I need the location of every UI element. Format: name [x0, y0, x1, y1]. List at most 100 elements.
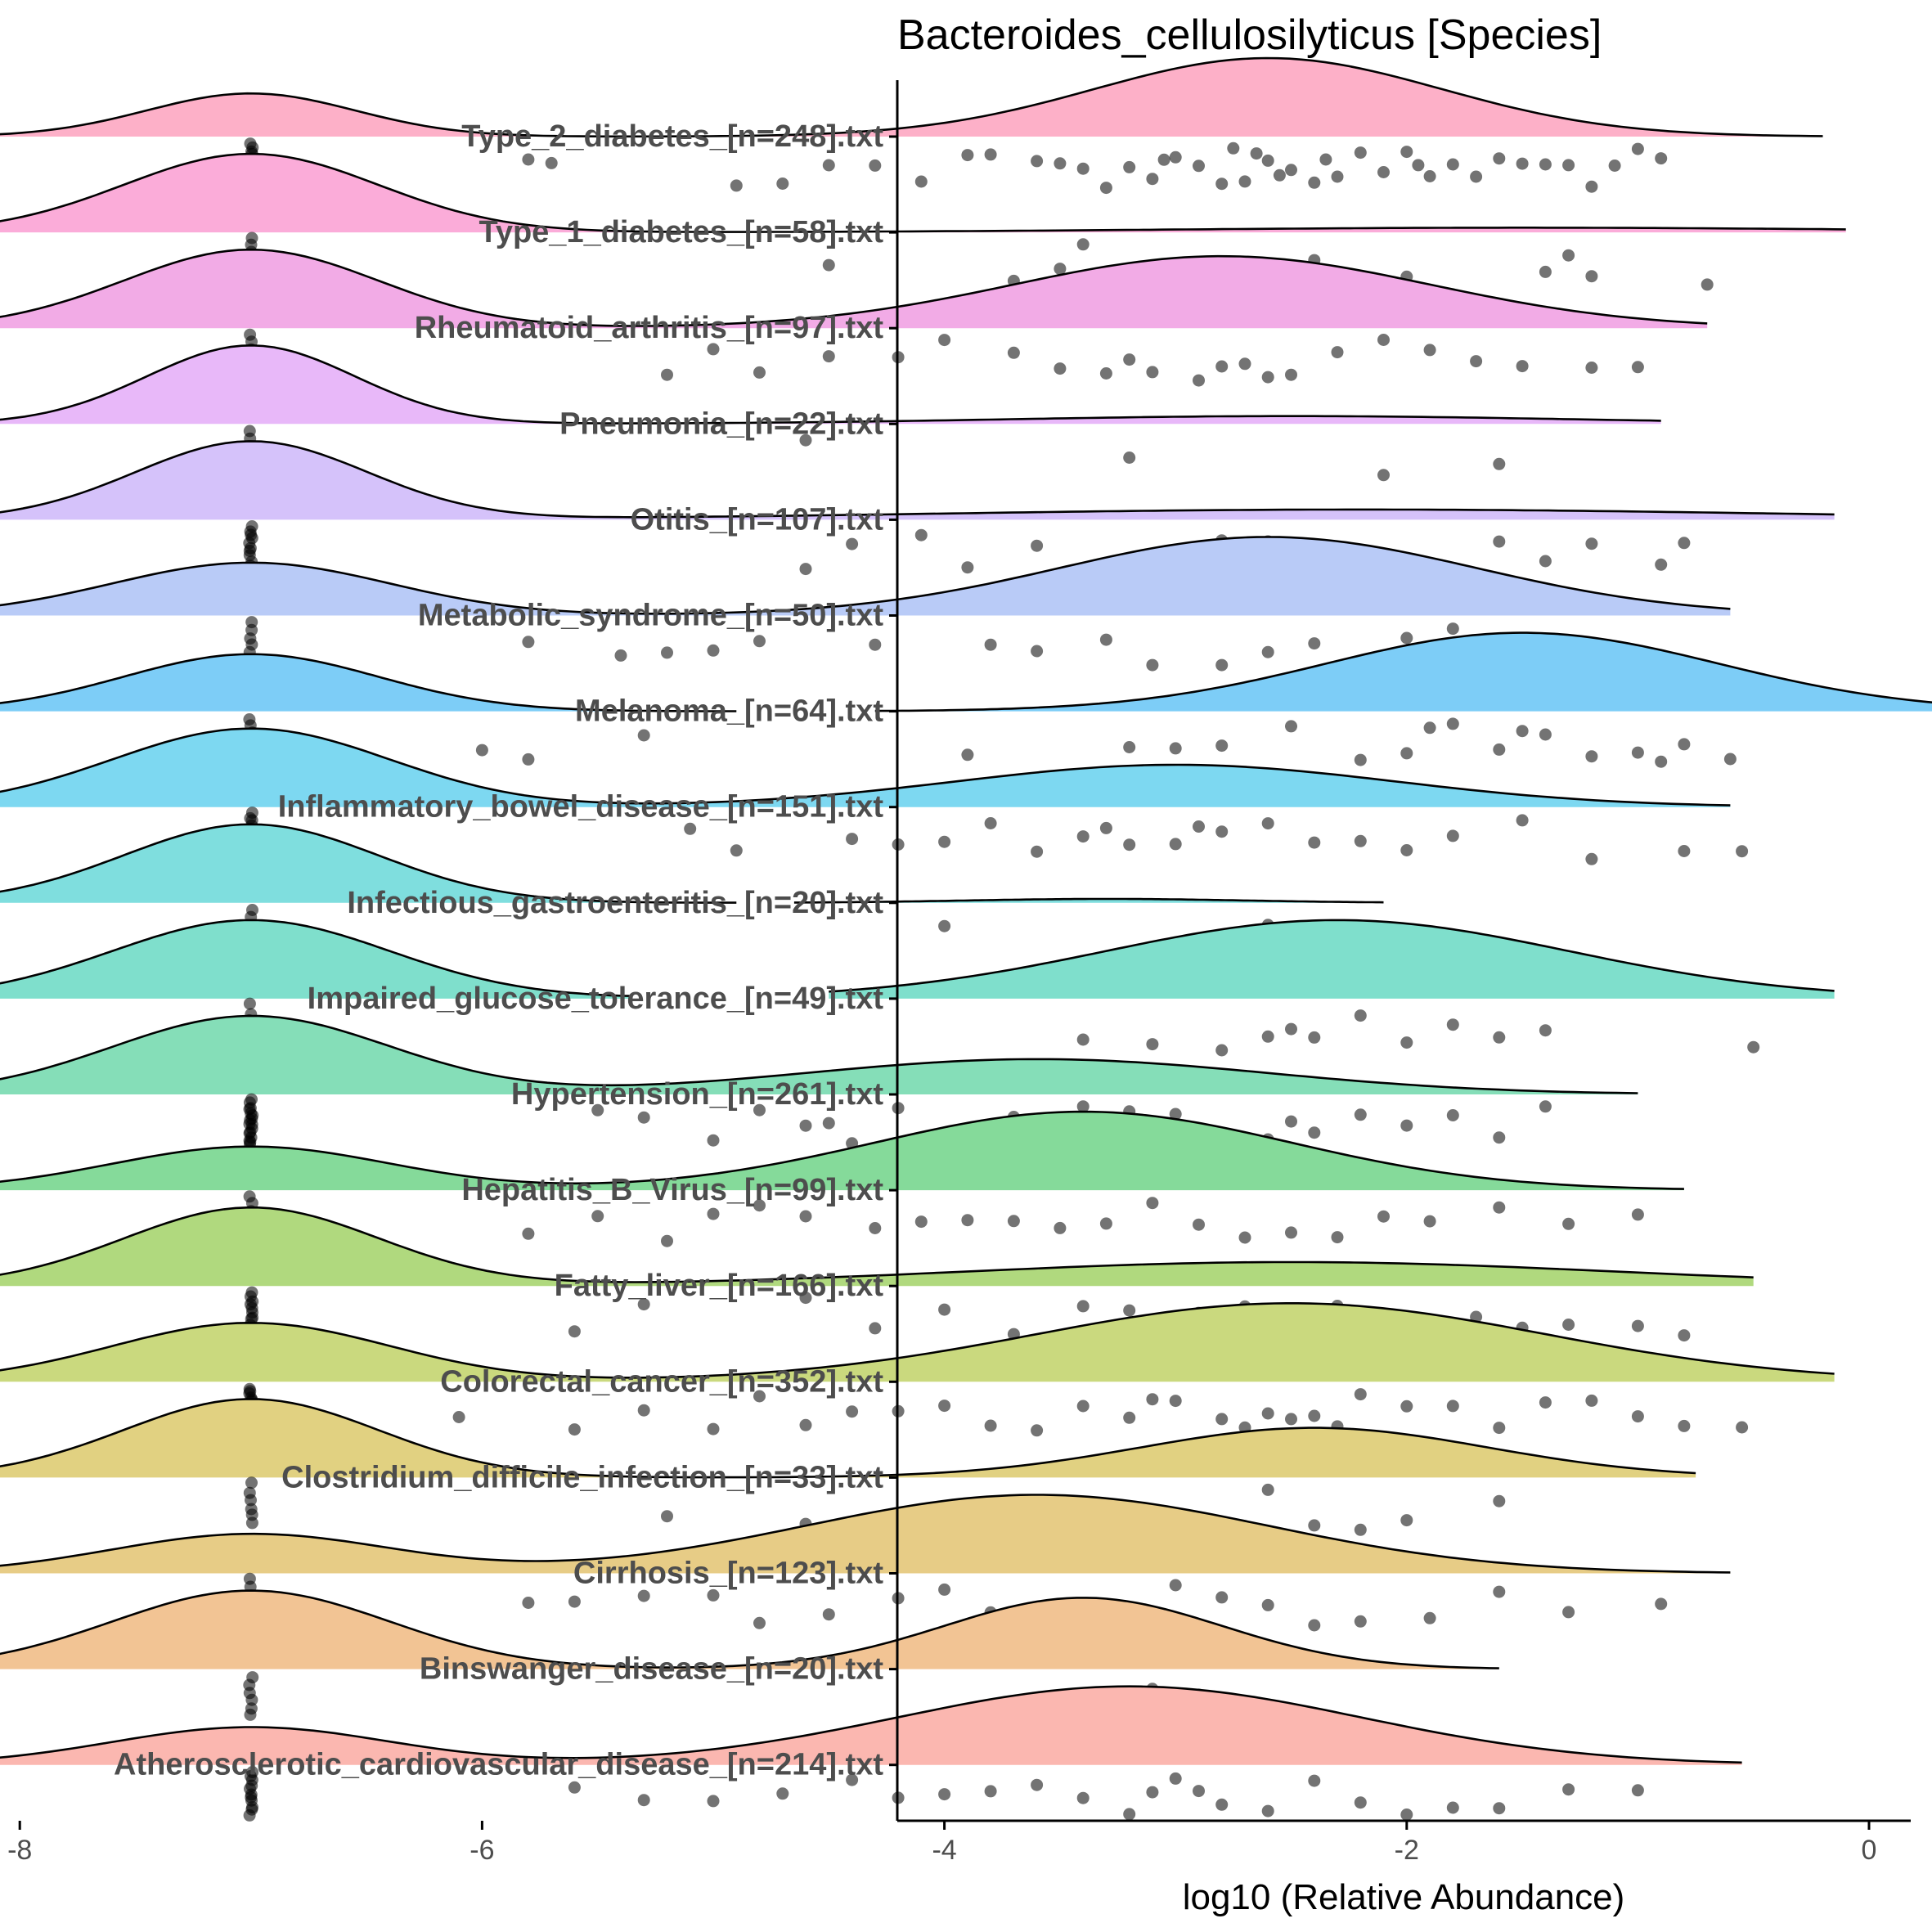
data-point [1377, 334, 1390, 346]
data-point [1308, 1619, 1321, 1632]
data-point [1238, 1231, 1251, 1244]
data-point [1169, 151, 1182, 164]
data-point [1377, 469, 1390, 482]
data-point [1308, 1774, 1321, 1787]
data-point [938, 1303, 951, 1316]
data-point [1493, 1585, 1506, 1598]
data-point [614, 649, 627, 662]
category-group [0, 440, 1835, 578]
category-label: Hypertension_[n=261].txt [511, 1077, 883, 1112]
data-point [1076, 1400, 1090, 1413]
x-tick-label: -6 [470, 1835, 494, 1866]
data-point [1123, 741, 1136, 753]
category-label: Cirrhosis_[n=123].txt [573, 1557, 883, 1591]
data-point [1562, 249, 1575, 262]
data-point [1400, 1036, 1413, 1049]
data-point [1331, 346, 1344, 359]
data-point [1723, 753, 1737, 766]
data-point [637, 1794, 650, 1807]
data-point [1308, 1126, 1321, 1139]
data-point [1250, 147, 1263, 160]
data-point [1354, 1108, 1367, 1121]
data-point [1446, 829, 1459, 842]
data-point [1261, 1407, 1274, 1420]
data-point [1493, 1422, 1506, 1435]
data-point [1215, 825, 1229, 838]
data-point [1308, 637, 1321, 650]
data-point [1493, 457, 1506, 470]
data-point [1446, 1018, 1459, 1031]
density-fill [0, 345, 1661, 425]
density-fill [0, 1016, 1638, 1094]
density-curve [0, 919, 633, 998]
data-point [661, 1510, 673, 1523]
data-point [1076, 1100, 1090, 1113]
data-point [1678, 1329, 1691, 1342]
data-point [914, 528, 928, 541]
data-point [1539, 1100, 1552, 1113]
data-point [1585, 180, 1598, 193]
data-point [1493, 1201, 1506, 1214]
category-label: Colorectal_cancer_[n=352].txt [440, 1364, 883, 1399]
data-point [1493, 743, 1506, 756]
data-point [1146, 1786, 1159, 1799]
category-label: Fatty_liver_[n=166].txt [555, 1269, 884, 1303]
x-tick-label: -8 [7, 1835, 32, 1866]
data-point [1273, 168, 1286, 182]
data-point [1354, 1796, 1367, 1809]
data-point [1493, 535, 1506, 548]
data-point [961, 149, 974, 162]
density-fill [0, 654, 737, 712]
data-point [1446, 1801, 1459, 1814]
x-tick-label: -2 [1395, 1835, 1419, 1866]
density-curve [0, 653, 737, 712]
data-point [1736, 1421, 1749, 1434]
data-point [1146, 1197, 1159, 1210]
data-point [1655, 1597, 1668, 1611]
data-point [1215, 658, 1229, 672]
category-label: Metabolic_syndrome_[n=50].txt [418, 599, 883, 633]
data-point [1285, 1226, 1297, 1239]
data-point [1285, 1413, 1297, 1426]
data-point [938, 1583, 951, 1596]
data-point [591, 1210, 604, 1223]
density-curve [0, 1302, 1835, 1379]
data-point [1215, 177, 1229, 191]
density-fill [0, 728, 1731, 807]
data-point [1099, 633, 1112, 646]
data-point [1354, 1615, 1367, 1628]
data-point [846, 1405, 859, 1418]
density-fill [874, 632, 1932, 712]
plot-area [0, 56, 1932, 1822]
data-point [1446, 1109, 1459, 1121]
data-point [1031, 155, 1044, 168]
data-point [1123, 1411, 1136, 1424]
category-label: Atherosclerotic_cardiovascular_disease_[… [114, 1748, 883, 1782]
density-curve [0, 536, 1731, 615]
data-point [1655, 755, 1668, 768]
data-point [1215, 1591, 1229, 1604]
data-point [984, 638, 997, 651]
data-point [846, 1773, 859, 1786]
data-point [1354, 1009, 1367, 1022]
x-axis-ticks: -8 -6 -4 -2 0 [7, 1821, 1876, 1866]
data-point [1169, 1772, 1182, 1785]
data-point [1123, 353, 1136, 366]
data-point [799, 434, 812, 447]
data-point [1054, 362, 1067, 375]
density-fill [0, 1303, 1835, 1382]
data-point [1354, 834, 1367, 847]
data-point [1446, 158, 1459, 171]
density-fill [0, 441, 1835, 520]
data-point [776, 1787, 789, 1800]
data-point [1470, 355, 1483, 368]
x-tick-label: 0 [1862, 1835, 1877, 1866]
data-point [938, 334, 951, 347]
data-point [1400, 747, 1413, 760]
density-curve [0, 1206, 1754, 1283]
data-point [1146, 1038, 1159, 1051]
zero-point [245, 1516, 258, 1530]
data-point [1354, 753, 1367, 766]
data-point [1308, 176, 1321, 189]
